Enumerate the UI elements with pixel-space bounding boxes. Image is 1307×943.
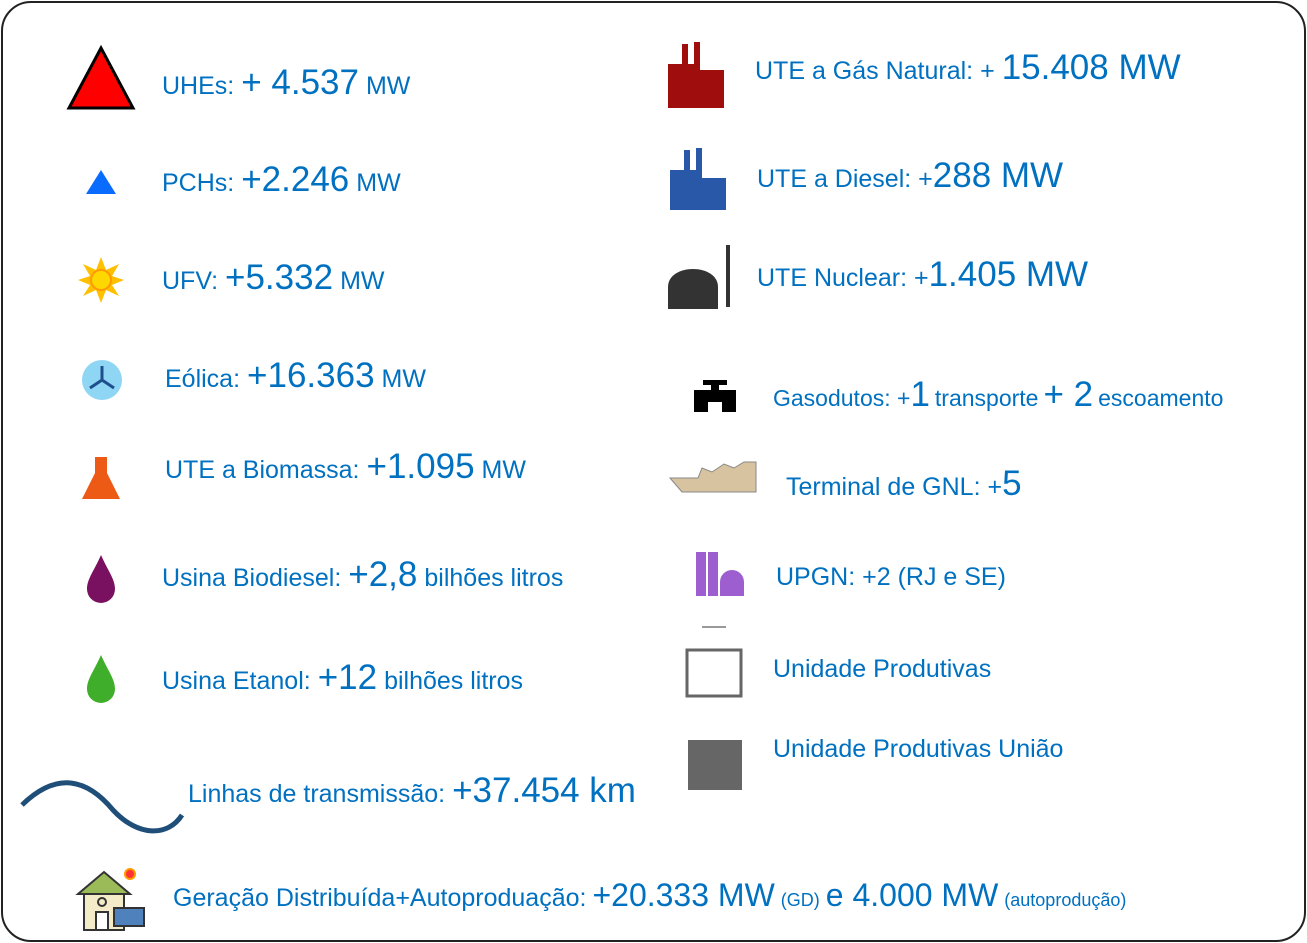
- value: +12: [317, 658, 378, 697]
- value: +2.246: [241, 160, 350, 199]
- item-uhe: UHEs: + 4.537 MW: [162, 63, 410, 103]
- value: 15.408 MW: [1001, 48, 1181, 87]
- value: 5: [1002, 464, 1022, 503]
- label: UTE Nuclear: +: [757, 264, 929, 292]
- gnl-icon: [668, 461, 757, 493]
- eolica-icon: [82, 360, 122, 400]
- item-transmissao: Linhas de transmissão: +37.454 km: [188, 771, 636, 811]
- note: (GD): [780, 890, 820, 910]
- label: UHEs:: [162, 72, 235, 100]
- note: (autoprodução): [1004, 890, 1127, 910]
- item-gas-natural: UTE a Gás Natural: +15.408 MW: [755, 48, 1181, 88]
- nuclear-icon: [668, 245, 730, 309]
- unit: MW: [356, 169, 401, 197]
- value: 1: [910, 375, 930, 414]
- value: +2,8: [348, 555, 418, 594]
- item-diesel: UTE a Diesel: +288 MW: [757, 156, 1063, 196]
- biomassa-icon: [82, 457, 120, 499]
- item-unidade: Unidade Produtivas: [773, 655, 991, 684]
- item-biodiesel: Usina Biodiesel: +2,8 bilhões litros: [162, 555, 563, 595]
- item-ufv: UFV: +5.332 MW: [162, 258, 384, 298]
- transmission-icon: [20, 780, 185, 834]
- unit: MW: [365, 72, 411, 100]
- ufv-icon: [78, 257, 124, 303]
- label: Unidade Produtivas União: [773, 735, 1064, 763]
- uhe-icon: [66, 45, 136, 110]
- label: Unidade Produtivas: [773, 655, 992, 683]
- label: Geração Distribuída+Autoproduação:: [173, 884, 587, 912]
- value: +16.363: [247, 356, 375, 395]
- item-biomassa: UTE a Biomassa: +1.095 MW: [165, 447, 526, 487]
- label: Eólica:: [165, 365, 241, 393]
- unit: MW: [381, 365, 426, 393]
- item-pch: PCHs: +2.246 MW: [162, 160, 401, 200]
- value: +5.332: [225, 258, 334, 297]
- item-etanol: Usina Etanol: +12 bilhões litros: [162, 658, 523, 698]
- unit: bilhões litros: [384, 667, 524, 695]
- item-upgn: UPGN: +2 (RJ e SE): [776, 563, 1006, 592]
- unidade-icon: [685, 626, 743, 698]
- label: PCHs:: [162, 169, 235, 197]
- diesel-icon: [670, 148, 726, 210]
- label: UPGN: +2 (RJ e SE): [776, 563, 1006, 591]
- unit: escoamento: [1098, 385, 1224, 411]
- item-gasodutos: Gasodutos: +1 transporte + 2 escoamento: [773, 375, 1223, 415]
- value: +1.095: [366, 447, 475, 486]
- unit: transporte: [934, 385, 1039, 411]
- item-gnl: Terminal de GNL: +5: [786, 464, 1022, 504]
- upgn-icon: [696, 552, 744, 596]
- pch-icon: [86, 170, 116, 194]
- biodiesel-icon: [87, 555, 115, 603]
- value: + 4.537: [241, 63, 359, 102]
- label: Usina Etanol:: [162, 667, 311, 695]
- unit: bilhões litros: [424, 564, 564, 592]
- unit: MW: [340, 267, 385, 295]
- value: +20.333 MW: [592, 877, 775, 913]
- unidade-uniao-icon: [688, 740, 742, 790]
- value: +37.454 km: [452, 771, 636, 810]
- value: 1.405 MW: [928, 255, 1089, 294]
- etanol-icon: [87, 655, 115, 703]
- value: 288 MW: [932, 156, 1064, 195]
- value: + 2: [1043, 375, 1094, 414]
- label: Usina Biodiesel:: [162, 564, 342, 592]
- gd-icon: [75, 868, 145, 931]
- label: UFV:: [162, 267, 219, 295]
- unit: MW: [481, 456, 526, 484]
- item-gd: Geração Distribuída+Autoproduação: +20.33…: [173, 877, 1126, 914]
- item-unidade-uniao: Unidade Produtivas União: [773, 735, 1063, 764]
- gas-natural-icon: [668, 42, 724, 108]
- label: UTE a Biomassa:: [165, 456, 360, 484]
- label: Terminal de GNL: +: [786, 473, 1003, 501]
- label: UTE a Gás Natural: +: [755, 57, 995, 85]
- value: e 4.000 MW: [825, 877, 999, 913]
- label: UTE a Diesel: +: [757, 165, 933, 193]
- item-nuclear: UTE Nuclear: +1.405 MW: [757, 255, 1088, 295]
- label: Linhas de transmissão:: [188, 780, 446, 808]
- gasoduto-icon: [694, 380, 736, 412]
- item-eolica: Eólica: +16.363 MW: [165, 356, 426, 396]
- label: Gasodutos: +: [773, 385, 911, 411]
